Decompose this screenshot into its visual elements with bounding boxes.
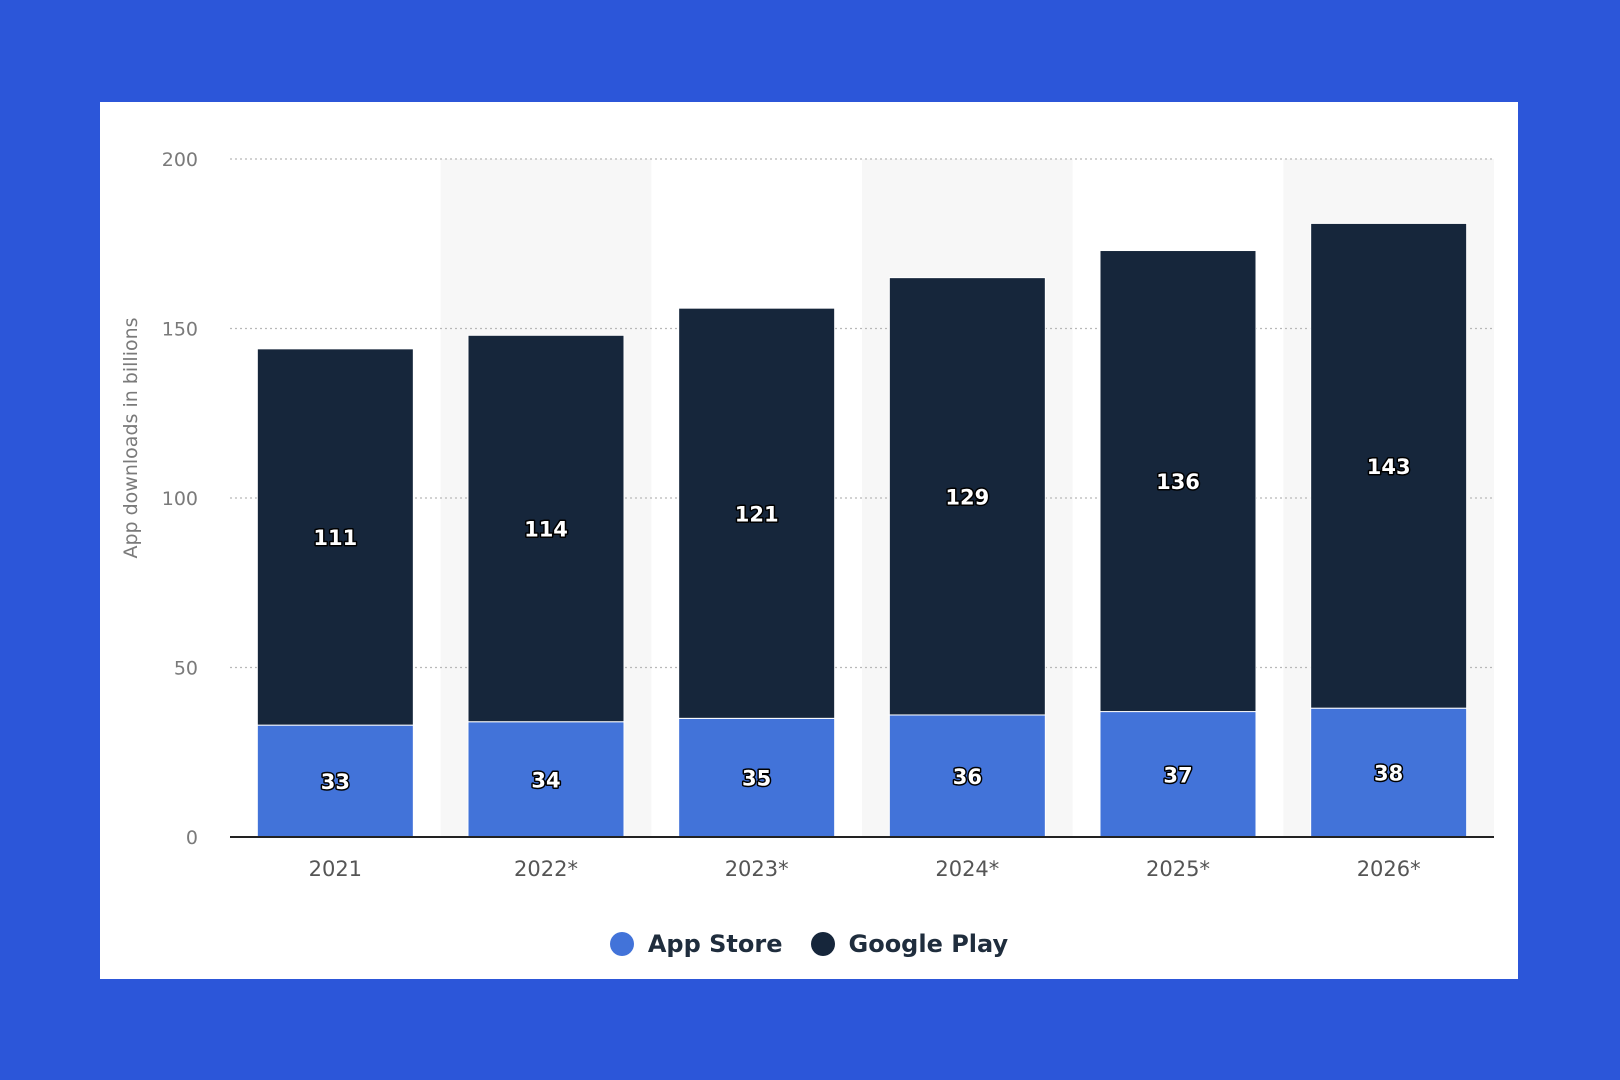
bar-app-store[interactable]	[678, 717, 836, 838]
x-tick-label: 2021	[309, 857, 362, 881]
data-label-app-store: 36	[953, 765, 982, 789]
x-tick-label: 2024*	[935, 857, 999, 881]
y-tick-label: 150	[162, 319, 198, 341]
bar-app-store[interactable]	[1099, 711, 1257, 838]
legend-swatch-app-store	[609, 932, 634, 956]
data-label-google-play: 129	[945, 485, 989, 509]
y-axis-ticks: 0 50 100 150 200	[162, 149, 198, 849]
legend-label-google-play: Google Play	[848, 930, 1009, 958]
bar-google-play[interactable]	[1099, 250, 1257, 713]
y-tick-label: 0	[186, 827, 198, 849]
data-label-google-play: 136	[1156, 470, 1200, 494]
gridlines	[230, 158, 1494, 669]
bar-app-store[interactable]	[888, 714, 1046, 838]
legend-item-google-play[interactable]: Google Play	[810, 930, 1009, 958]
bar-app-store[interactable]	[256, 724, 414, 838]
data-label-google-play: 114	[524, 518, 568, 542]
data-label-app-store: 38	[1374, 762, 1403, 786]
bars: 33 111 34 114 35 121 36 129 37 136 38 143	[256, 222, 1468, 838]
y-tick-label: 50	[174, 658, 198, 680]
x-tick-label: 2023*	[725, 857, 789, 881]
bar-google-play[interactable]	[256, 348, 414, 726]
data-label-google-play: 143	[1367, 455, 1411, 479]
y-tick-label: 100	[162, 488, 198, 510]
legend-item-app-store[interactable]: App Store	[609, 930, 783, 958]
bar-google-play[interactable]	[888, 277, 1046, 716]
data-label-app-store: 37	[1163, 763, 1192, 787]
data-label-google-play: 111	[313, 526, 357, 550]
legend-label-app-store: App Store	[647, 930, 783, 958]
bar-google-play[interactable]	[467, 334, 625, 723]
bar-google-play[interactable]	[1310, 222, 1468, 709]
data-label-app-store: 35	[742, 767, 771, 791]
chart-card: 0 50 100 150 200 App downloads in billions 3…	[100, 102, 1518, 979]
bar-app-store[interactable]	[467, 721, 625, 838]
y-tick-label: 200	[162, 149, 198, 171]
bar-google-play[interactable]	[678, 307, 836, 719]
x-tick-label: 2022*	[514, 857, 578, 881]
x-axis-ticks: 2021 2022* 2023* 2024* 2025* 2026*	[309, 857, 1421, 881]
x-tick-label: 2025*	[1146, 857, 1210, 881]
bar-chart: 0 50 100 150 200 App downloads in billions 3…	[120, 149, 1494, 881]
x-tick-label: 2026*	[1357, 857, 1421, 881]
legend-swatch-google-play	[810, 932, 835, 956]
data-label-app-store: 34	[531, 768, 560, 792]
data-label-app-store: 33	[321, 770, 350, 794]
data-label-google-play: 121	[735, 502, 779, 526]
y-axis-label: App downloads in billions	[120, 317, 142, 558]
legend: App Store Google Play	[100, 930, 1518, 958]
